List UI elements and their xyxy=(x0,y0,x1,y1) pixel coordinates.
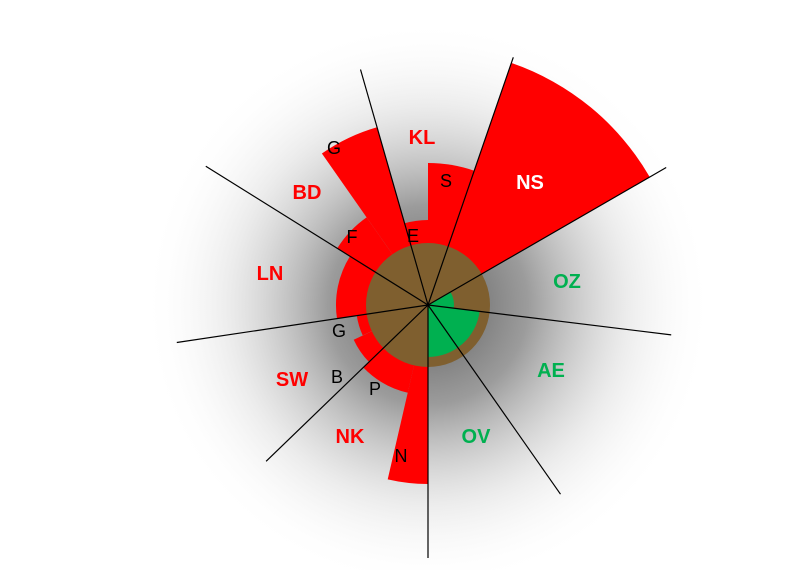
ray-oz-top xyxy=(427,166,667,306)
slice-label-sw-g: G xyxy=(332,321,346,341)
sector-labels: KL NS OZ AE OV NK SW LN BD xyxy=(257,127,581,448)
ray-ae-top xyxy=(427,304,672,336)
ray-ns-top xyxy=(427,57,514,306)
sector-label-oz: OZ xyxy=(553,271,581,293)
sector-label-sw: SW xyxy=(276,369,308,391)
slice-label-sw-b: B xyxy=(331,367,343,387)
ray-kl-top xyxy=(359,69,429,306)
wedge-oz-green xyxy=(428,292,454,309)
sector-label-ln: LN xyxy=(257,263,284,285)
sector-label-ns: NS xyxy=(516,172,544,194)
slice-label-kl-e: E xyxy=(407,226,419,246)
sector-label-ov: OV xyxy=(462,426,492,448)
slice-label-nk-n: N xyxy=(395,446,408,466)
ray-bd-top xyxy=(205,165,429,306)
slice-label-kl-s: S xyxy=(440,171,452,191)
ray-ov-right xyxy=(427,304,561,495)
slice-labels: E S G F G B P N xyxy=(327,138,452,466)
sector-label-nk: NK xyxy=(336,426,365,448)
sector-label-kl: KL xyxy=(409,127,436,149)
sector-label-ae: AE xyxy=(537,360,565,382)
slice-label-bd-g: G xyxy=(327,138,341,158)
slice-label-bd-f: F xyxy=(347,227,358,247)
ray-sw-bottom xyxy=(265,304,429,462)
wedge-ns xyxy=(428,62,650,306)
slice-label-nk-p: P xyxy=(369,379,381,399)
ray-ln-bottom xyxy=(176,304,429,344)
sector-label-bd: BD xyxy=(293,182,322,204)
divider-lines xyxy=(176,57,672,558)
wedge-ae-green xyxy=(428,305,480,357)
